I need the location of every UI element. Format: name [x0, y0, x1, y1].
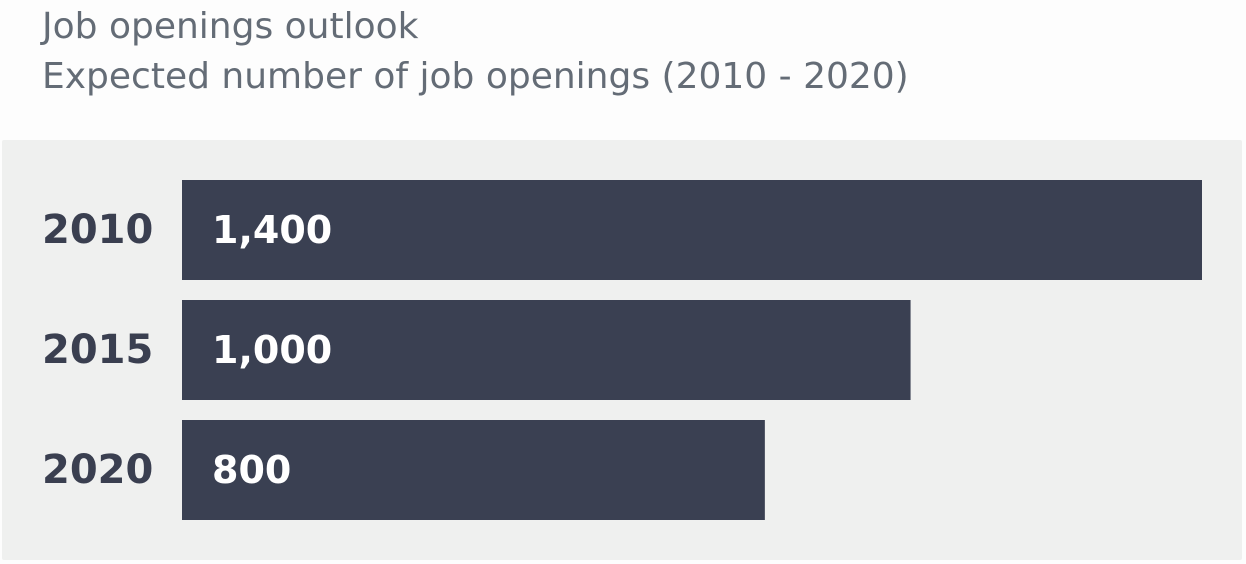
value-label-2010: 1,400: [212, 208, 332, 252]
chart-subtitle: Expected number of job openings (2010 - …: [42, 56, 909, 97]
category-label-2010: 2010: [42, 207, 153, 253]
category-label-2015: 2015: [42, 327, 153, 373]
category-label-2020: 2020: [42, 447, 153, 493]
chart-title: Job openings outlook: [42, 6, 419, 47]
bar-2020: [182, 420, 765, 520]
bar-2015: [182, 300, 911, 400]
value-label-2015: 1,000: [212, 328, 332, 372]
chart-header: Job openings outlook Expected number of …: [42, 2, 909, 102]
bar-2010: [182, 180, 1202, 280]
value-label-2020: 800: [212, 448, 291, 492]
